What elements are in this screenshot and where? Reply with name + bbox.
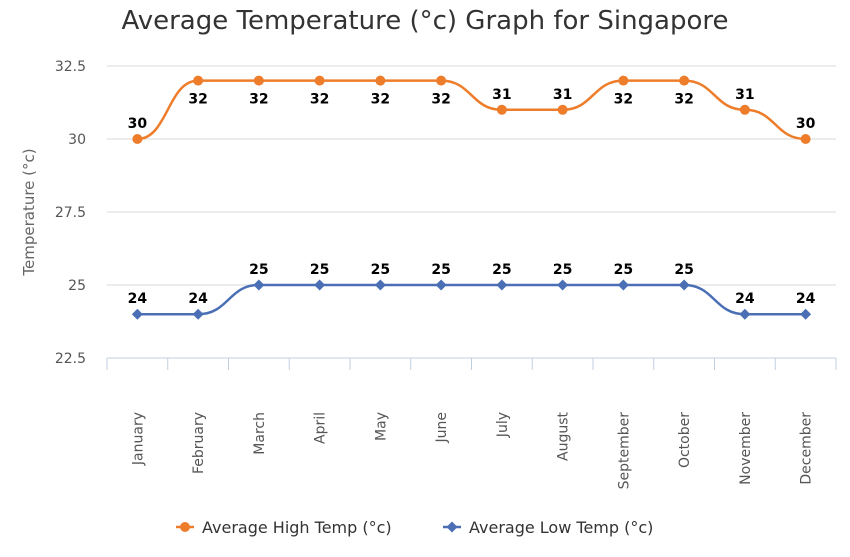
x-tick-label: December (799, 412, 815, 485)
data-label: 24 (188, 291, 208, 307)
grid-lines (107, 65, 836, 286)
data-label: 30 (128, 116, 148, 132)
y-axis-ticks: 22.5 25 27.5 30 32.5 (55, 59, 86, 367)
data-label: 32 (310, 92, 329, 108)
data-point[interactable] (132, 134, 143, 144)
x-tick-label: April (313, 412, 329, 444)
x-axis-labels: January February March April May June July Augu… (130, 411, 814, 489)
x-tick-label: March (252, 412, 268, 455)
data-point[interactable] (496, 104, 507, 115)
data-label: 25 (310, 262, 329, 278)
x-tick-label: May (373, 412, 389, 441)
y-tick-label: 27.5 (55, 205, 86, 221)
data-point[interactable] (557, 104, 568, 115)
data-point[interactable] (618, 75, 629, 86)
data-label: 32 (188, 92, 207, 108)
x-tick-label: June (434, 412, 450, 444)
data-label: 31 (735, 87, 754, 103)
data-label: 31 (492, 87, 511, 103)
data-point[interactable] (800, 308, 812, 320)
legend-label: Average Low Temp (°c) (469, 518, 653, 537)
legend[interactable]: Average High Temp (°c) Average Low Temp (… (176, 518, 653, 537)
data-label: 24 (128, 291, 148, 307)
series-line (137, 283, 806, 316)
data-point[interactable] (436, 75, 447, 86)
data-label: 31 (553, 87, 572, 103)
data-label: 25 (492, 262, 511, 278)
data-point[interactable] (253, 279, 265, 291)
data-point[interactable] (314, 75, 325, 86)
x-tick-label: January (130, 412, 146, 466)
data-label: 30 (796, 116, 816, 132)
data-label: 32 (674, 92, 693, 108)
data-point[interactable] (679, 75, 690, 86)
legend-marker (446, 521, 458, 533)
x-tick-label: September (616, 412, 632, 490)
data-point[interactable] (314, 279, 326, 291)
data-point[interactable] (375, 75, 386, 86)
data-point[interactable] (374, 279, 386, 291)
data-point[interactable] (131, 308, 143, 320)
legend-item[interactable]: Average Low Temp (°c) (443, 518, 653, 537)
legend-item[interactable]: Average High Temp (°c) (176, 518, 392, 537)
data-label: 32 (431, 92, 450, 108)
data-label: 25 (614, 262, 633, 278)
x-tick-label: November (738, 412, 754, 485)
data-point[interactable] (193, 75, 204, 86)
y-axis-title: Temperature (°c) (20, 148, 38, 276)
data-point[interactable] (557, 279, 569, 291)
y-tick-label: 22.5 (55, 351, 86, 367)
data-label: 32 (249, 92, 268, 108)
data-label: 32 (614, 92, 633, 108)
legend-label: Average High Temp (°c) (202, 518, 392, 537)
x-tick-label: October (677, 412, 693, 468)
x-tick-label: July (495, 412, 511, 438)
data-point[interactable] (435, 279, 447, 291)
data-label: 25 (674, 262, 693, 278)
data-point[interactable] (800, 134, 811, 144)
data-point[interactable] (617, 279, 629, 291)
data-point[interactable] (496, 279, 508, 291)
chart-title: Average Temperature (°c) Graph for Singa… (121, 6, 729, 36)
x-tick-label: February (191, 412, 207, 474)
y-tick-label: 30 (68, 132, 86, 148)
data-label: 25 (553, 262, 572, 278)
x-tick-label: August (556, 411, 572, 461)
data-label: 25 (431, 262, 450, 278)
data-label: 25 (371, 262, 390, 278)
data-point[interactable] (253, 75, 264, 86)
data-label: 24 (735, 291, 755, 307)
data-point[interactable] (192, 308, 204, 320)
legend-marker (180, 522, 190, 532)
x-axis (106, 357, 837, 370)
y-tick-label: 25 (68, 278, 86, 294)
data-label: 24 (796, 291, 816, 307)
data-point[interactable] (678, 279, 690, 291)
data-label: 25 (249, 262, 268, 278)
data-point[interactable] (739, 104, 750, 115)
data-point[interactable] (739, 308, 751, 320)
data-labels: 30 32 32 32 32 32 31 31 32 32 31 30 24 24 25 25 25 25 25 25… (128, 87, 816, 307)
series-layer (131, 75, 812, 320)
data-label: 32 (371, 92, 390, 108)
series-line (137, 79, 806, 141)
y-tick-label: 32.5 (55, 59, 86, 75)
